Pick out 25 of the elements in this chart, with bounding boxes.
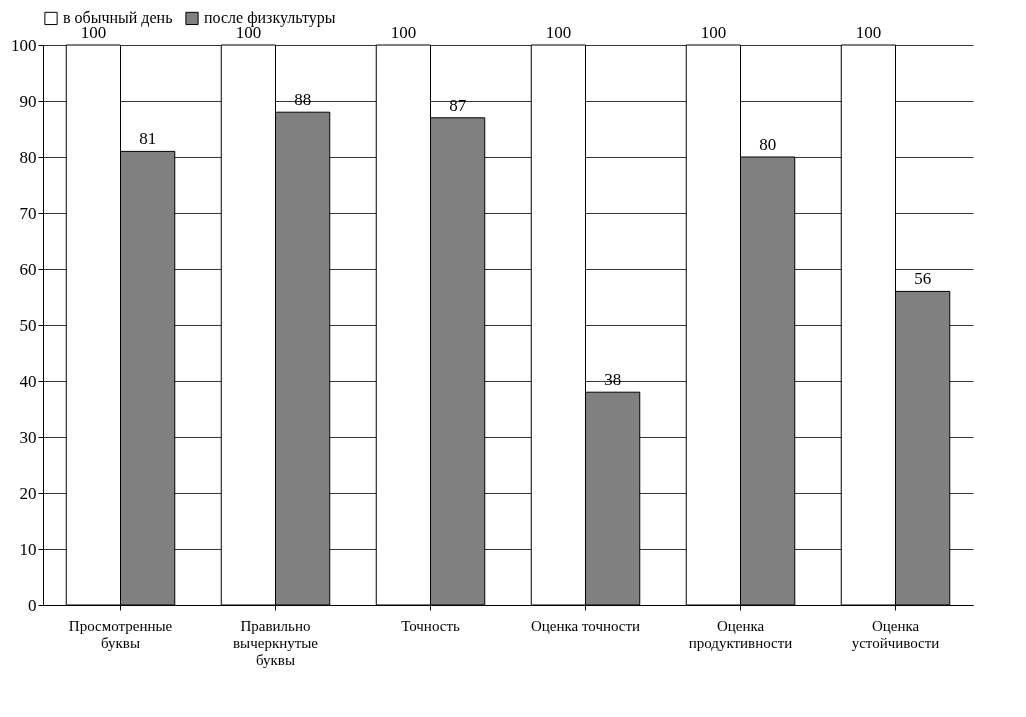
x-tick-label: Правильно вычеркнутые буквы [233, 617, 319, 668]
y-tick-label: 0 [28, 595, 37, 615]
y-tick-label: 70 [19, 203, 37, 223]
x-tick-label: Оценка устойчивости [851, 617, 940, 651]
data-label: 100 [855, 23, 882, 42]
data-label: 100 [390, 23, 417, 42]
x-tick-label: Оценка точности [530, 617, 641, 634]
y-tick-label: 20 [19, 483, 37, 503]
x-tick-label: Просмотренные буквы [68, 617, 173, 651]
y-tick-label: 50 [19, 315, 37, 335]
x-tick-label: Оценка продуктивности [688, 617, 793, 651]
data-label: 81 [139, 129, 157, 149]
y-tick-label: 100 [11, 35, 37, 55]
y-tick-label: 10 [19, 539, 37, 559]
data-label: 100 [700, 23, 727, 42]
legend-label: после физкультуры [204, 9, 336, 28]
data-label: 56 [914, 269, 932, 289]
y-tick-label: 80 [19, 147, 37, 167]
data-label: 80 [759, 135, 777, 154]
x-tick-label: Точность [401, 617, 460, 634]
y-tick-label: 40 [19, 371, 37, 391]
data-label: 100 [545, 23, 572, 42]
y-tick-label: 30 [19, 427, 37, 447]
y-tick-label: 60 [19, 259, 37, 279]
y-tick-label: 90 [19, 91, 37, 111]
